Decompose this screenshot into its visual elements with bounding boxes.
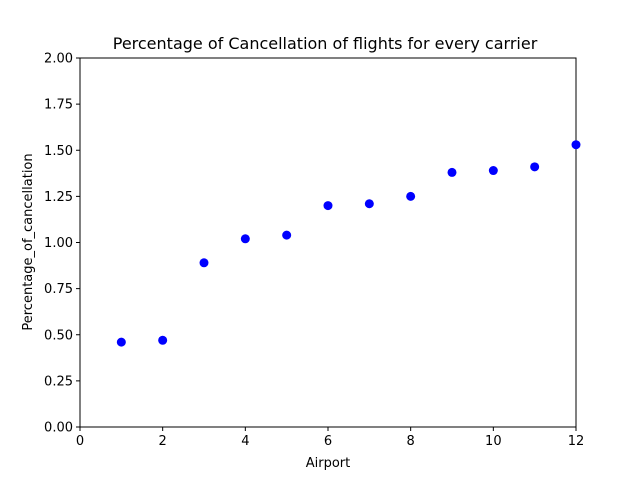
x-tick-label: 12 [568,434,585,449]
y-tick-label: 0.50 [44,328,73,343]
data-point [530,162,540,172]
data-point [447,167,457,177]
x-tick-label: 6 [324,434,332,449]
y-tick-label: 1.75 [44,98,73,113]
y-tick-label: 0.75 [44,282,73,297]
data-point [571,140,581,150]
data-point [158,335,168,345]
x-tick-label: 0 [76,434,84,449]
x-tick-label: 8 [407,434,415,449]
x-tick-label: 10 [485,434,502,449]
data-point [199,258,209,268]
plot-area [79,57,577,428]
y-tick-label: 0.00 [44,421,73,436]
y-axis-label: Percentage_of_cancellation [21,153,36,330]
y-axis: 0.00 0.25 0.50 0.75 1.00 1.25 1.50 1.75 2.00 [44,52,80,436]
data-points [116,140,581,347]
plot-frame [79,57,577,428]
x-axis: 0 2 4 6 8 10 12 [76,427,584,449]
x-tick-label: 4 [241,434,249,449]
x-axis-label: Airport [306,456,351,471]
data-point [406,191,416,201]
y-tick-label: 2.00 [44,52,73,67]
data-point [364,199,374,209]
y-tick-label: 0.25 [44,374,73,389]
y-tick-label: 1.25 [44,190,73,205]
data-point [282,230,292,240]
data-point [240,234,250,244]
x-tick-label: 2 [159,434,167,449]
y-tick-label: 1.00 [44,236,73,251]
y-tick-label: 1.50 [44,144,73,159]
data-point [116,337,126,347]
chart-title: Percentage of Cancellation of flights fo… [113,34,538,53]
data-point [488,166,498,176]
data-point [323,201,333,211]
